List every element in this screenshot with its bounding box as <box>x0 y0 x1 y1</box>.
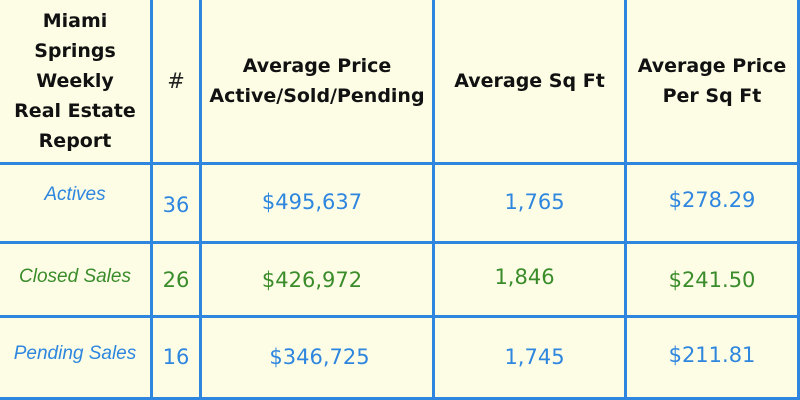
pending-sales-avg-price: $346,725 <box>269 345 370 369</box>
report-title-line: Springs <box>34 40 116 62</box>
row-divider <box>0 397 800 400</box>
column-divider <box>624 0 627 400</box>
row-divider <box>0 241 800 244</box>
avg-price-header: Average Price Active/Sold/Pending <box>202 0 432 162</box>
report-title-line: Real Estate <box>14 100 136 122</box>
avg-price-per-sqft-header-line: Per Sq Ft <box>662 85 762 107</box>
actives-price-per-sqft: $278.29 <box>668 188 756 212</box>
column-divider <box>797 0 800 400</box>
avg-price-per-sqft-header-line: Average Price <box>637 55 787 77</box>
column-divider <box>150 0 153 400</box>
closed-sales-price-per-sqft: $241.50 <box>668 268 756 292</box>
pending-sales-count: 16 <box>162 345 190 369</box>
report-title-line: Miami <box>42 10 108 32</box>
closed-sales-avg-sqft: 1,846 <box>494 265 555 289</box>
row-label-actives: Actives <box>44 184 106 205</box>
pending-sales-avg-sqft: 1,745 <box>504 345 565 369</box>
pending-sales-price-per-sqft: $211.81 <box>668 343 756 367</box>
report-title-line: Weekly <box>36 70 114 92</box>
column-divider <box>432 0 435 400</box>
avg-sqft-header: Average Sq Ft <box>454 70 605 92</box>
actives-avg-sqft: 1,765 <box>504 190 565 214</box>
avg-price-per-sqft-header: Average Price Per Sq Ft <box>627 0 797 162</box>
avg-price-header-line: Average Price <box>242 55 392 77</box>
column-divider <box>199 0 202 400</box>
actives-count: 36 <box>162 193 190 217</box>
count-header: # <box>167 69 185 93</box>
report-title-line: Report <box>38 130 112 152</box>
report-title: Miami Springs Weekly Real Estate Report <box>0 0 150 162</box>
row-label-pending-sales: Pending Sales <box>13 343 137 364</box>
row-divider <box>0 315 800 318</box>
closed-sales-count: 26 <box>162 268 190 292</box>
row-label-closed-sales: Closed Sales <box>19 266 131 287</box>
closed-sales-avg-price: $426,972 <box>261 268 363 292</box>
row-divider <box>0 162 800 165</box>
actives-avg-price: $495,637 <box>261 190 363 214</box>
avg-price-header-line: Active/Sold/Pending <box>209 85 425 107</box>
